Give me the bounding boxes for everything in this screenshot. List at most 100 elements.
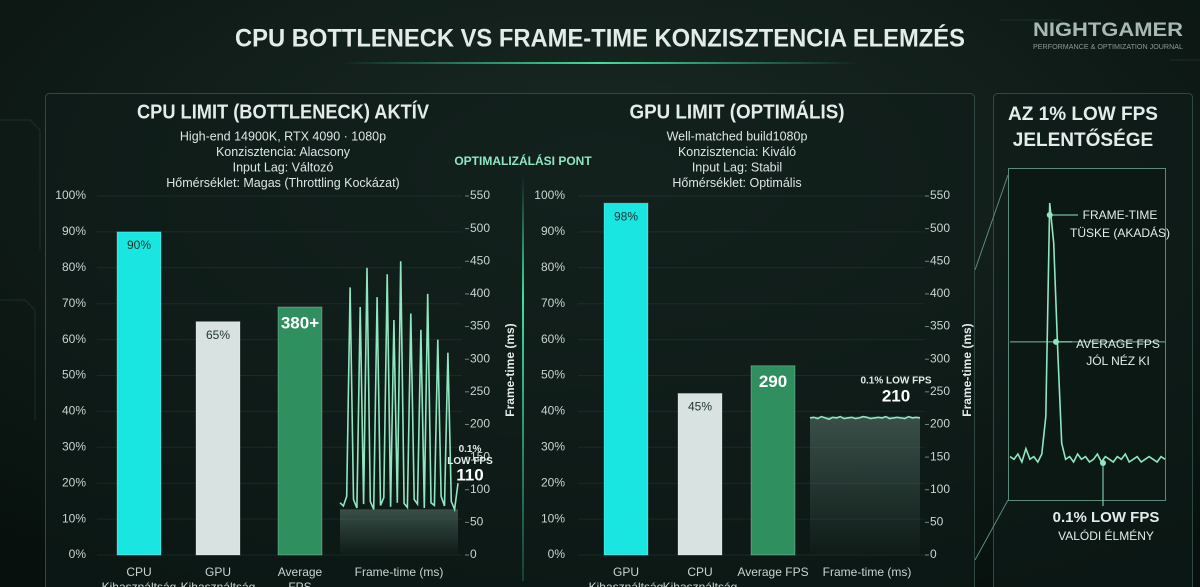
chart-subtitle: Hőmérséklet: Optimális: [672, 176, 801, 190]
average-note: JÓL NÉZ KI: [1086, 353, 1150, 368]
y2-tick-label: 100: [930, 482, 950, 496]
y-tick-label: 100%: [55, 188, 86, 202]
y-tick-label: 10%: [541, 511, 565, 525]
y-tick-label: 50%: [62, 368, 86, 382]
y-tick-label: 80%: [62, 260, 86, 274]
y-tick-label: 50%: [541, 368, 565, 382]
y2-tick-label: 150: [930, 449, 950, 463]
chart-subtitle: High-end 14900K, RTX 4090 · 1080p: [180, 129, 386, 143]
y-tick-label: 30%: [62, 439, 86, 453]
side-line: [1009, 202, 1166, 465]
y2-tick-label: 400: [930, 286, 950, 300]
bar-value-label: 98%: [614, 209, 638, 223]
y2-tick-label: 0: [470, 547, 477, 561]
y-tick-label: 0%: [69, 547, 87, 561]
x-tick-label: CPUKihasználtság: [663, 565, 738, 587]
y-tick-label: 20%: [62, 475, 86, 489]
brand: NIGHTGAMER: [1033, 20, 1183, 41]
spike-note: TÜSKE (AKADÁS): [1070, 225, 1170, 240]
y2-tick-label: 550: [470, 188, 490, 202]
y2-axis-label: Frame-time (ms): [503, 323, 517, 416]
bar: [195, 321, 241, 556]
divider-label: OPTIMALIZÁLÁSI PONT: [454, 153, 592, 168]
chart-title: CPU LIMIT (BOTTLENECK) AKTÍV: [137, 100, 430, 123]
y-tick-label: 70%: [62, 296, 86, 310]
y-tick-label: 100%: [534, 188, 565, 202]
chart-subtitle: Input Lag: Stabil: [692, 160, 782, 174]
y2-axis-label: Frame-time (ms): [960, 323, 974, 416]
y-tick-label: 0%: [548, 547, 566, 561]
x-tick-label: GPUKihasználtság: [181, 565, 256, 587]
x-tick-label: Frame-time (ms): [355, 565, 444, 579]
bar: [116, 231, 162, 556]
bar-value-label: 45%: [688, 400, 712, 414]
bar: [277, 306, 323, 556]
circuit-decoration: [0, 19, 1200, 420]
bar-value-label: 65%: [206, 328, 230, 342]
y-tick-label: 30%: [541, 439, 565, 453]
y2-tick-label: 100: [470, 482, 490, 496]
page-title: CPU BOTTLENECK VS FRAME-TIME KONZISZTENC…: [235, 24, 965, 53]
y-tick-label: 10%: [62, 511, 86, 525]
low-fps-value: 210: [882, 386, 910, 405]
chart-subtitle: Hőmérséklet: Magas (Throttling Kockázat): [166, 176, 399, 190]
y2-tick-label: 200: [470, 417, 490, 431]
y2-tick-label: 500: [930, 221, 950, 235]
main-panel: [45, 93, 975, 587]
x-tick-label: CPUKihasználtság: [102, 565, 177, 587]
y2-tick-label: 150: [470, 449, 490, 463]
side-chart-frame: [1008, 168, 1166, 501]
average-note: AVERAGE FPS: [1076, 337, 1160, 351]
y-tick-label: 40%: [62, 404, 86, 418]
y-tick-label: 80%: [541, 260, 565, 274]
y2-tick-label: 550: [930, 188, 950, 202]
brand-tagline: PERFORMANCE & OPTIMIZATION JOURNAL: [1033, 44, 1183, 51]
chart-subtitle: Konzisztencia: Kiváló: [678, 145, 796, 159]
y-tick-label: 60%: [541, 332, 565, 346]
y-tick-label: 90%: [541, 224, 565, 238]
bar-value-label: 290: [759, 372, 787, 391]
x-tick-label: GPUKihasználtság: [589, 565, 664, 587]
y2-tick-label: 200: [930, 417, 950, 431]
y2-tick-label: 0: [930, 547, 937, 561]
bar-value-label: 380+: [281, 313, 319, 332]
frametime-line: [339, 261, 459, 513]
y-tick-label: 90%: [62, 224, 86, 238]
divider-line: [522, 176, 524, 581]
bar: [750, 365, 796, 556]
y2-tick-label: 450: [470, 253, 490, 267]
low-fps-label: 0.1% LOW FPS: [447, 444, 493, 467]
x-tick-label: Average FPS: [737, 565, 808, 579]
side-title: JELENTŐSÉGE: [1013, 129, 1153, 151]
frametime-line: [809, 415, 921, 421]
spike-note: FRAME-TIME: [1083, 208, 1158, 222]
low-note: VALÓDI ÉLMÉNY: [1058, 528, 1154, 543]
y2-tick-label: 350: [470, 319, 490, 333]
y2-tick-label: 50: [930, 515, 944, 529]
y-tick-label: 60%: [62, 332, 86, 346]
chart-subtitle: Input Lag: Változó: [233, 160, 334, 174]
frametime-shade: [340, 509, 458, 555]
y2-tick-label: 300: [930, 351, 950, 365]
chart-subtitle: Konzisztencia: Alacsony: [216, 145, 351, 159]
frametime-shade: [810, 416, 920, 555]
bar: [603, 202, 649, 556]
y-tick-label: 20%: [541, 475, 565, 489]
y2-tick-label: 500: [470, 221, 490, 235]
chart-title: GPU LIMIT (OPTIMÁLIS): [630, 100, 845, 123]
low-fps-value: 110: [456, 465, 483, 484]
bar-value-label: 90%: [127, 238, 151, 252]
y2-tick-label: 250: [930, 384, 950, 398]
y-tick-label: 40%: [541, 404, 565, 418]
y2-tick-label: 300: [470, 351, 490, 365]
chart-subtitle: Well-matched build1080p: [667, 129, 808, 143]
low-note: 0.1% LOW FPS: [1053, 509, 1160, 526]
zoom-connector: [974, 174, 1009, 561]
y2-tick-label: 350: [930, 319, 950, 333]
x-tick-label: Frame-time (ms): [823, 565, 912, 579]
y2-tick-label: 450: [930, 253, 950, 267]
y2-tick-label: 250: [470, 384, 490, 398]
y-tick-label: 70%: [541, 296, 565, 310]
